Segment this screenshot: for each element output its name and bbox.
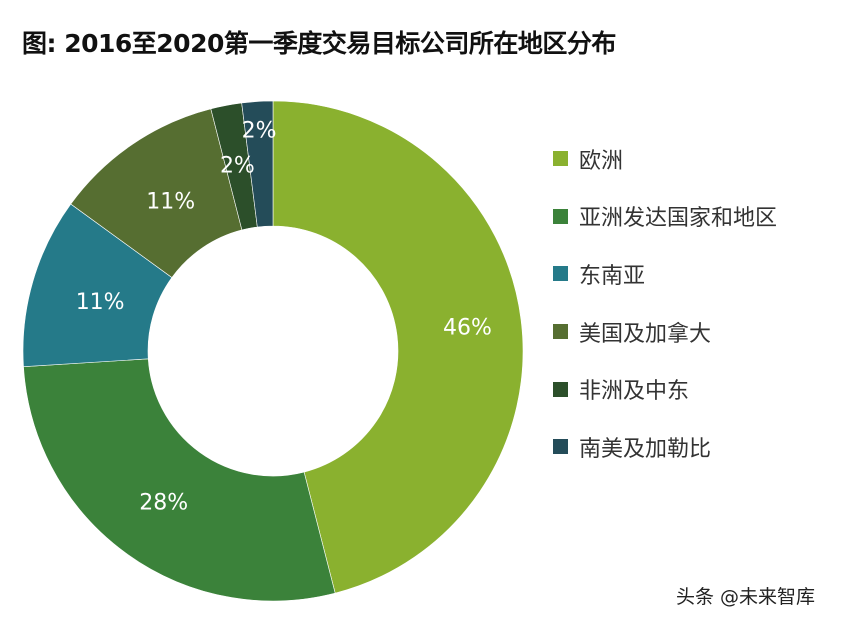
legend-swatch [553, 151, 568, 167]
legend-item-europe: 欧洲 [553, 130, 777, 188]
slice-percent-label: 2% [242, 118, 277, 143]
legend-item-us-canada: 美国及加拿大 [553, 303, 777, 361]
legend-swatch [553, 439, 568, 455]
legend-label: 欧洲 [579, 148, 624, 174]
legend-swatch [553, 208, 568, 224]
legend: 欧洲 亚洲发达国家和地区 东南亚 美国及加拿大 非洲及中东 南美及加勒比 [553, 130, 777, 476]
slice-percent-label: 11% [146, 189, 195, 214]
legend-label: 美国及加拿大 [579, 321, 712, 347]
watermark: 头条 @未来智库 [676, 586, 816, 608]
legend-swatch [553, 324, 568, 340]
legend-label: 东南亚 [579, 263, 646, 289]
legend-item-africa-middle-east: 非洲及中东 [553, 360, 777, 418]
legend-item-south-america-caribbean: 南美及加勒比 [553, 418, 777, 476]
slice-percent-label: 28% [139, 490, 188, 515]
legend-label: 亚洲发达国家和地区 [579, 206, 778, 232]
donut-slice [23, 358, 336, 602]
slice-percent-label: 46% [443, 315, 492, 340]
donut-slices [22, 100, 524, 602]
chart-title: 图: 2016至2020第一季度交易目标公司所在地区分布 [22, 29, 616, 58]
legend-item-southeast-asia: 东南亚 [553, 245, 777, 303]
slice-percent-label: 11% [76, 290, 125, 315]
legend-swatch [553, 381, 568, 397]
legend-swatch [553, 266, 568, 282]
legend-label: 南美及加勒比 [579, 436, 712, 462]
donut-slice [272, 100, 524, 594]
legend-item-developed-asia: 亚洲发达国家和地区 [553, 188, 777, 246]
slice-percent-label: 2% [220, 153, 255, 178]
donut-slice [241, 100, 274, 228]
donut-slice-labels: 46% 28% 11% 11% 2% 2% [76, 118, 492, 515]
legend-label: 非洲及中东 [579, 379, 690, 405]
